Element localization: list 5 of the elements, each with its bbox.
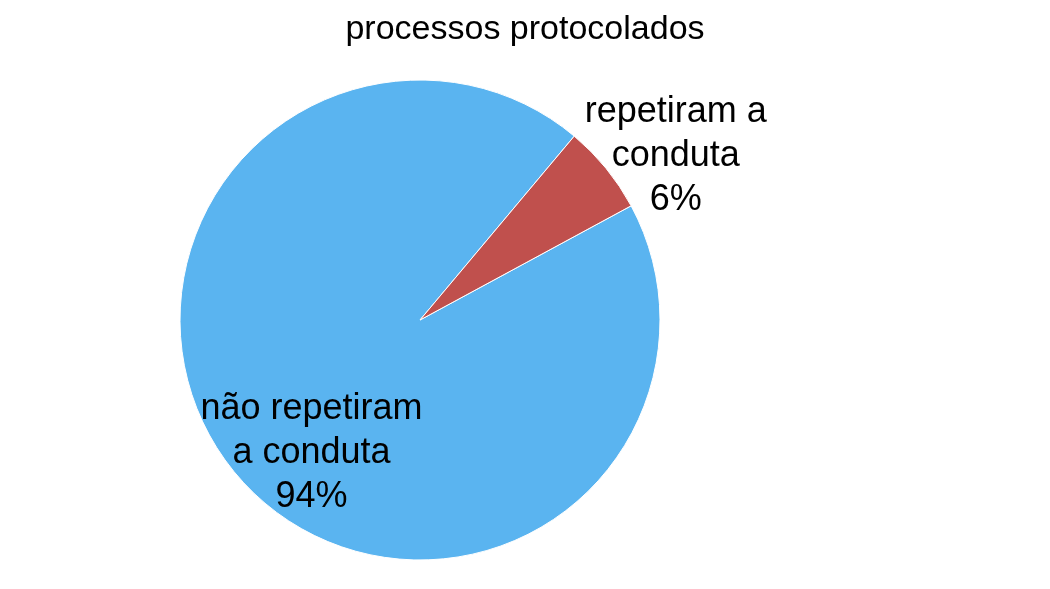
slice-label: não repetiram a conduta bbox=[200, 386, 423, 472]
data-label: 94% bbox=[275, 474, 348, 516]
data-label: 6% bbox=[649, 177, 702, 219]
slice-label: repetiram a conduta bbox=[584, 89, 768, 175]
chart-title: processos protocolados bbox=[345, 8, 705, 46]
